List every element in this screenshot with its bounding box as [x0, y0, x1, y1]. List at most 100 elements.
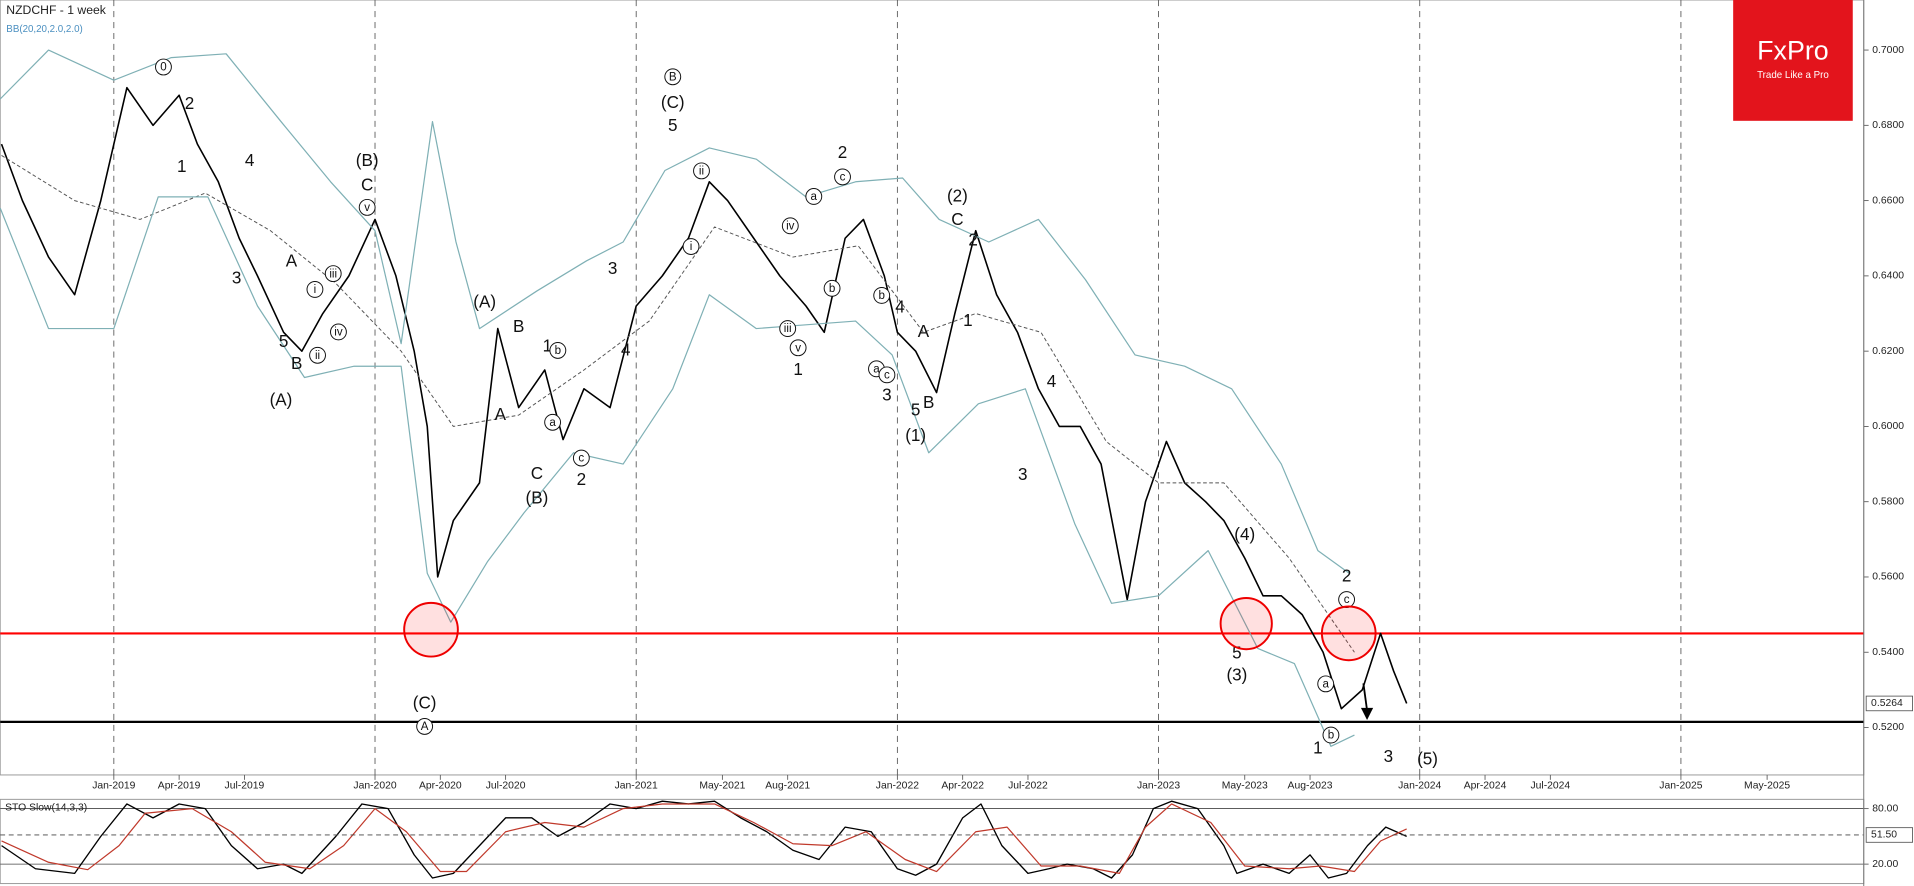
wave-label: 5	[668, 116, 678, 135]
wave-label: 4	[245, 151, 255, 170]
wave-circle	[155, 58, 172, 76]
wave-label: 2	[968, 231, 978, 250]
highlight-circle	[1219, 597, 1273, 651]
wave-circle	[324, 265, 342, 283]
wave-label: v	[364, 202, 370, 214]
wave-circle	[544, 413, 562, 431]
arrow-head	[1360, 707, 1374, 721]
wave-label: (B)	[526, 488, 549, 507]
value-marker	[1865, 695, 1913, 712]
wave-label: 4	[1047, 372, 1057, 391]
wave-label: b	[1328, 730, 1334, 742]
band-line	[0, 196, 1355, 747]
wave-label: 1	[543, 337, 553, 356]
wave-label: C	[361, 176, 373, 195]
wave-circle	[358, 198, 376, 216]
band-line	[1, 155, 1355, 653]
y-tick-label: 0.6800	[1872, 120, 1904, 131]
wave-label: c	[884, 370, 890, 382]
wave-label: ii	[315, 350, 320, 362]
band-line	[0, 49, 1350, 574]
wave-label: A	[918, 322, 930, 341]
wave-circle	[682, 238, 700, 255]
wave-circle	[549, 341, 567, 359]
wave-label: (3)	[1226, 665, 1247, 684]
oscillator-title: STO Slow(14,3,3)	[5, 803, 87, 814]
x-tick-label: Jul-2024	[1530, 781, 1570, 792]
wave-label: a	[1322, 679, 1329, 691]
wave-label: C	[531, 464, 543, 483]
value-marker-label: 0.5264	[1871, 698, 1903, 709]
wave-label: (4)	[1234, 525, 1255, 544]
x-tick-label: Apr-2022	[941, 781, 984, 792]
wave-label: A	[495, 405, 507, 424]
wave-circle	[834, 168, 851, 186]
value-marker	[1865, 827, 1913, 843]
highlight-circle	[403, 601, 459, 658]
wave-label: 3	[882, 386, 892, 405]
wave-label: iii	[784, 323, 792, 335]
y-tick-label: 0.5200	[1872, 722, 1904, 733]
wave-label: iv	[334, 327, 343, 339]
x-tick-label: Apr-2024	[1464, 781, 1507, 792]
wave-label: 5	[279, 332, 289, 351]
wave-label: (A)	[473, 293, 496, 312]
wave-label: a	[873, 364, 880, 376]
logo-name: FxPro	[1757, 36, 1829, 66]
wave-circle	[789, 339, 807, 357]
wave-label: a	[811, 191, 818, 203]
wave-circle	[309, 346, 326, 364]
price-line	[0, 86, 1408, 710]
highlight-circle	[1320, 605, 1377, 662]
wave-label: 1	[963, 311, 973, 330]
wave-label: B	[291, 354, 302, 373]
wave-label: 3	[1384, 747, 1394, 766]
wave-circle	[416, 717, 434, 735]
wave-label: 3	[608, 259, 618, 278]
wave-label: b	[829, 283, 835, 295]
wave-label: c	[1344, 594, 1350, 606]
wave-label: 1	[793, 360, 803, 379]
wave-label: 5	[911, 400, 921, 419]
wave-label: a	[549, 417, 556, 429]
wave-label: c	[840, 172, 846, 184]
wave-label: b	[555, 345, 561, 357]
wave-label: 1	[1313, 739, 1323, 758]
wave-label: B	[513, 317, 524, 336]
wave-circle	[805, 188, 823, 205]
wave-label: 1	[177, 157, 187, 176]
wave-circle	[330, 323, 347, 341]
wave-label: 2	[577, 470, 587, 489]
wave-label: C	[951, 210, 963, 229]
x-tick-label: Apr-2020	[419, 781, 462, 792]
wave-label: 5	[1232, 644, 1242, 663]
y-tick-label: 0.5600	[1872, 572, 1904, 583]
wave-label: (C)	[661, 93, 685, 112]
wave-label: 0	[160, 62, 166, 74]
wave-label: (A)	[270, 391, 293, 410]
wave-circle	[779, 320, 797, 337]
wave-circle	[1317, 675, 1335, 693]
y-tick-label: 0.6000	[1872, 421, 1904, 432]
wave-label: c	[578, 453, 584, 465]
y-tick-label: 0.6400	[1872, 271, 1904, 282]
wave-label: (C)	[413, 694, 437, 713]
x-tick-label: Jul-2022	[1008, 781, 1048, 792]
wave-circle	[1322, 726, 1340, 744]
x-tick-label: May-2021	[699, 781, 745, 792]
wave-label: i	[690, 241, 693, 253]
x-tick-label: Aug-2023	[1288, 781, 1333, 792]
wave-label: (1)	[905, 426, 926, 445]
logo-slogan: Trade Like a Pro	[1757, 70, 1829, 81]
y-tick-label: 0.5800	[1872, 496, 1904, 507]
y-tick-label: 0.6200	[1872, 346, 1904, 357]
wave-circle	[306, 281, 324, 298]
wave-label: 3	[232, 269, 242, 288]
indicator-label: BB(20,20,2.0,2.0)	[6, 24, 82, 35]
wave-label: 2	[838, 143, 848, 162]
wave-label: A	[286, 251, 298, 270]
wave-label: (5)	[1417, 750, 1438, 769]
